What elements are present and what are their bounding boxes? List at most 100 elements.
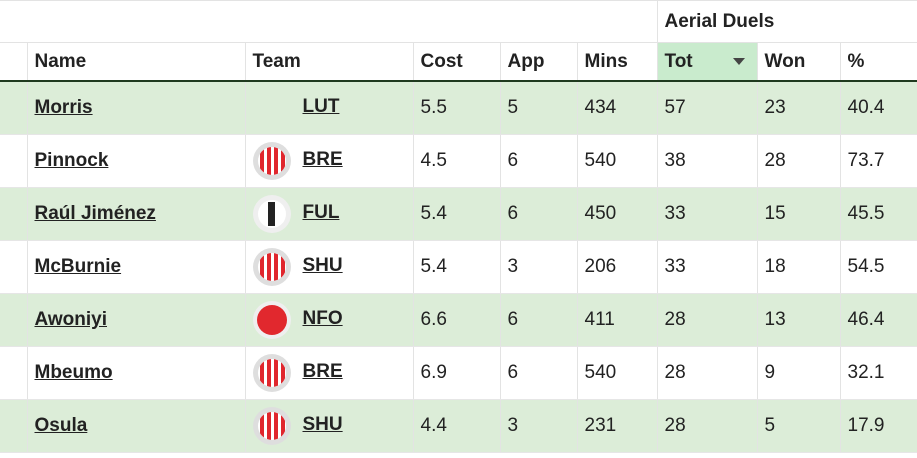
player-link[interactable]: Awoniyi [34, 309, 108, 330]
col-header[interactable]: Mins [577, 42, 658, 82]
stat-cell: 5.4 [413, 240, 501, 294]
table-row: Awoniyi NFO 6.6 6 411 28 13 46.4 [0, 293, 917, 347]
stat-cell: 46.4 [840, 293, 917, 347]
table-row: Morris LUT 5.5 5 434 57 23 40.4 [0, 81, 917, 135]
stat-cell: 5 [757, 399, 841, 453]
stat-cell: 5.4 [413, 187, 501, 241]
team-cell: SHU [245, 399, 414, 453]
col-header[interactable]: App [500, 42, 578, 82]
player-link[interactable]: Pinnock [34, 150, 109, 171]
row-gutter [0, 293, 28, 347]
stat-cell: 13 [757, 293, 841, 347]
stat-cell: 73.7 [840, 134, 917, 188]
stat-cell: 411 [577, 293, 658, 347]
stat-cell: 40.4 [840, 81, 917, 135]
col-header[interactable]: Team [245, 42, 414, 82]
team-cell: BRE [245, 346, 414, 400]
team-badge [252, 300, 292, 340]
team-badge [252, 194, 292, 234]
row-gutter [0, 346, 28, 400]
stat-cell: 15 [757, 187, 841, 241]
team-cell: LUT [245, 81, 414, 135]
player-link[interactable]: Mbeumo [34, 362, 113, 383]
stat-cell: 17.9 [840, 399, 917, 453]
team-cell: BRE [245, 134, 414, 188]
stat-cell: 6.6 [413, 293, 501, 347]
row-gutter [0, 187, 28, 241]
stat-cell: 4.4 [413, 399, 501, 453]
player-link[interactable]: McBurnie [34, 256, 122, 277]
stat-cell: 206 [577, 240, 658, 294]
team-badge [252, 353, 292, 393]
group-header: Aerial Duels [657, 0, 917, 43]
team-link[interactable]: SHU [302, 414, 343, 435]
player-link[interactable]: Raúl Jiménez [34, 203, 156, 224]
team-link[interactable]: BRE [302, 361, 343, 382]
stat-cell: 540 [577, 134, 658, 188]
stat-cell: 5 [500, 81, 578, 135]
stat-cell: 28 [657, 346, 758, 400]
table-row: Pinnock BRE 4.5 6 540 38 28 73.7 [0, 134, 917, 188]
group-header-row: Aerial Duels [0, 0, 917, 43]
player-cell: Raúl Jiménez [27, 187, 246, 241]
stat-cell: 9 [757, 346, 841, 400]
team-badge [252, 406, 292, 446]
team-link[interactable]: NFO [302, 308, 343, 329]
row-gutter [0, 240, 28, 294]
stat-cell: 6 [500, 187, 578, 241]
table-row: Osula SHU 4.4 3 231 28 5 17.9 [0, 399, 917, 453]
table-row: Raúl Jiménez FUL 5.4 6 450 33 15 45.5 [0, 187, 917, 241]
stat-cell: 450 [577, 187, 658, 241]
table-row: McBurnie SHU 5.4 3 206 33 18 54.5 [0, 240, 917, 294]
player-cell: McBurnie [27, 240, 246, 294]
row-gutter [0, 399, 28, 453]
stat-cell: 6.9 [413, 346, 501, 400]
stat-cell: 28 [757, 134, 841, 188]
team-badge [252, 247, 292, 287]
team-badge [252, 141, 292, 181]
stat-cell: 6 [500, 293, 578, 347]
stat-cell: 231 [577, 399, 658, 453]
player-link[interactable]: Morris [34, 97, 93, 118]
stat-cell: 32.1 [840, 346, 917, 400]
row-gutter [0, 134, 28, 188]
stat-cell: 18 [757, 240, 841, 294]
header-row: Name Team Cost App Mins Tot Won % [0, 42, 917, 82]
team-cell: NFO [245, 293, 414, 347]
team-cell: FUL [245, 187, 414, 241]
player-cell: Osula [27, 399, 246, 453]
team-link[interactable]: LUT [302, 96, 340, 117]
col-header[interactable]: % [840, 42, 917, 82]
stat-cell: 45.5 [840, 187, 917, 241]
player-cell: Morris [27, 81, 246, 135]
player-link[interactable]: Osula [34, 415, 88, 436]
team-link[interactable]: BRE [302, 149, 343, 170]
stat-cell: 54.5 [840, 240, 917, 294]
col-header[interactable]: Name [27, 42, 246, 82]
stat-cell: 6 [500, 346, 578, 400]
stat-cell: 5.5 [413, 81, 501, 135]
stat-cell: 3 [500, 399, 578, 453]
stat-cell: 540 [577, 346, 658, 400]
stat-cell: 33 [657, 240, 758, 294]
player-cell: Mbeumo [27, 346, 246, 400]
stat-cell: 33 [657, 187, 758, 241]
stat-cell: 28 [657, 399, 758, 453]
team-cell: SHU [245, 240, 414, 294]
team-link[interactable]: SHU [302, 255, 343, 276]
col-header[interactable]: Cost [413, 42, 501, 82]
player-cell: Pinnock [27, 134, 246, 188]
stat-cell: 23 [757, 81, 841, 135]
team-link[interactable]: FUL [302, 202, 340, 223]
table-row: Mbeumo BRE 6.9 6 540 28 9 32.1 [0, 346, 917, 400]
stat-cell: 6 [500, 134, 578, 188]
stat-cell: 28 [657, 293, 758, 347]
row-gutter [0, 81, 28, 135]
col-header[interactable]: Won [757, 42, 841, 82]
player-cell: Awoniyi [27, 293, 246, 347]
stat-cell: 38 [657, 134, 758, 188]
col-header-sorted[interactable]: Tot [657, 42, 758, 82]
stat-cell: 3 [500, 240, 578, 294]
